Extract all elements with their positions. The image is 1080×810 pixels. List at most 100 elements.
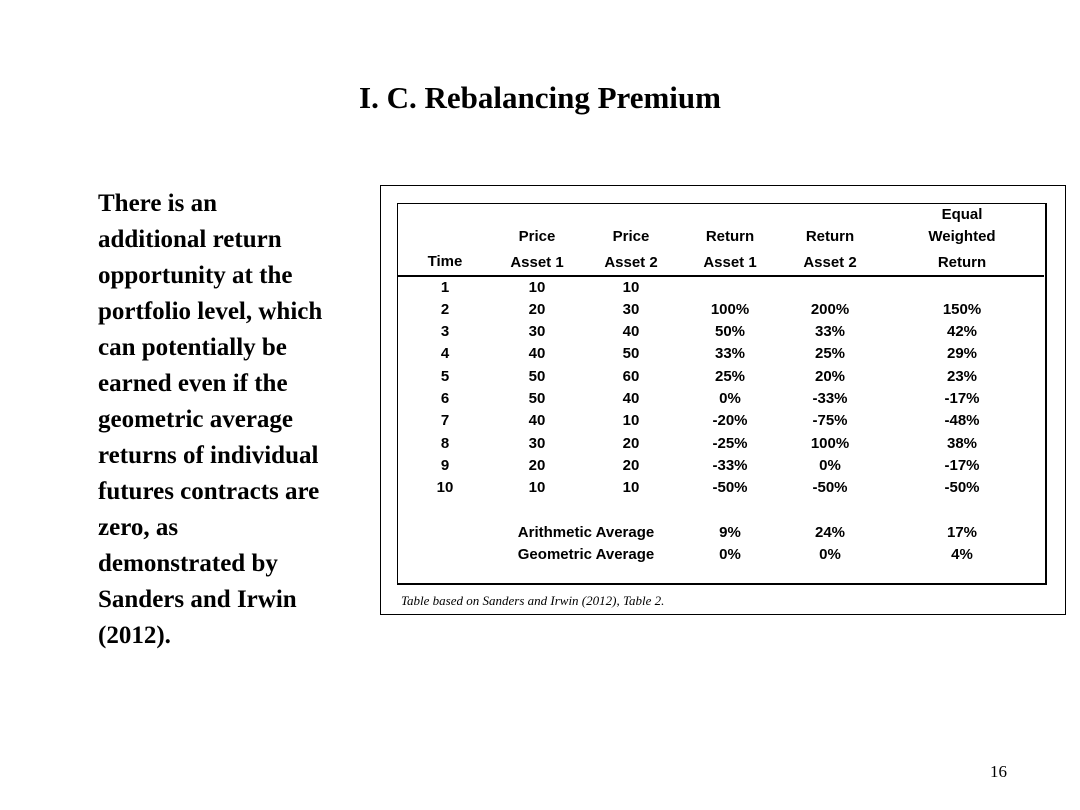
table-cell: 10 [436, 479, 454, 497]
table-caption: Table based on Sanders and Irwin (2012),… [401, 593, 665, 608]
body-line: zero, as [98, 514, 179, 541]
body-text: There is an additional return opportunit… [98, 186, 378, 654]
body-line: geometric average [98, 406, 294, 433]
table-cell [680, 276, 780, 299]
table-cell: 50% [714, 323, 746, 341]
table-cell: 42% [946, 323, 978, 341]
summary-label: Arithmetic Average [517, 523, 655, 541]
body-line: (2012). [98, 622, 171, 649]
table-cell: 20 [622, 456, 640, 474]
table-row: 8 30 20 -25% 100% 38% [398, 433, 1044, 455]
table-cell: 40 [528, 412, 546, 430]
column-header: Asset 2 [582, 248, 680, 277]
summary-value: 17% [946, 523, 978, 541]
table-cell: 40 [622, 323, 640, 341]
summary-row: Geometric Average 0% 0% 4% [398, 544, 1044, 566]
table-cell: 100% [810, 434, 850, 452]
header-row: Price Price Return Return Weighted [398, 226, 1044, 248]
body-line: portfolio level, which [98, 298, 323, 325]
table-cell: 10 [622, 278, 640, 296]
body-line: additional return [98, 226, 282, 253]
column-header [398, 226, 492, 248]
table-cell: 40 [528, 345, 546, 363]
table-header: Equal Price Price Return Return Weighted Time A… [398, 204, 1044, 277]
table-row: 3 30 40 50% 33% 42% [398, 321, 1044, 343]
column-header: Asset 1 [680, 248, 780, 277]
column-header: Weighted [928, 228, 996, 246]
table-cell: 0% [819, 456, 841, 474]
table-cell: 25% [814, 345, 846, 363]
column-header: Equal [941, 206, 983, 223]
summary-value: 9% [719, 523, 741, 541]
body-line: Sanders and Irwin [98, 586, 297, 613]
table-cell: 23% [946, 367, 978, 385]
table-cell: 150% [942, 300, 982, 318]
table-cell: 1 [440, 278, 450, 296]
table-cell: -17% [944, 390, 980, 408]
table-cell [780, 276, 880, 299]
table-cell: 20 [528, 300, 546, 318]
table-cell: 38% [946, 434, 978, 452]
slide-title: I. C. Rebalancing Premium [359, 80, 721, 115]
table-cell: 20% [814, 367, 846, 385]
body-line: futures contracts are [98, 478, 320, 505]
table-cell: 7 [440, 412, 450, 430]
summary-value: 24% [814, 523, 846, 541]
table-row: 4 40 50 33% 25% 29% [398, 343, 1044, 365]
column-header: Asset 2 [780, 248, 880, 277]
table-cell: 9 [440, 456, 450, 474]
table-cell: -50% [944, 479, 980, 497]
table-body: 1 10 10 2 20 30 100% 200% 150% 3 30 40 50% 33% 42% 4 40 5… [398, 276, 1044, 567]
table-cell: 10 [622, 412, 640, 430]
table-row: 9 20 20 -33% 0% -17% [398, 455, 1044, 477]
column-header [582, 204, 680, 226]
table-cell: -17% [944, 456, 980, 474]
table-cell: 33% [714, 345, 746, 363]
summary-value: 0% [819, 545, 841, 563]
table-cell: 2 [440, 300, 450, 318]
header-row: Time Asset 1 Asset 2 Asset 1 Asset 2 Return [398, 248, 1044, 277]
table-cell: 30 [528, 323, 546, 341]
summary-value: 4% [951, 545, 973, 563]
table-row: 10 10 10 -50% -50% -50% [398, 477, 1044, 499]
table-cell: 50 [528, 390, 546, 408]
column-header [780, 204, 880, 226]
table-cell: 4 [440, 345, 450, 363]
column-header [398, 204, 492, 226]
table-cell: 3 [440, 323, 450, 341]
summary-label: Geometric Average [517, 545, 655, 563]
table-cell: 25% [714, 367, 746, 385]
table-cell: 200% [810, 300, 850, 318]
table-cell [880, 276, 1044, 299]
table-border: Equal Price Price Return Return Weighted Time A… [397, 203, 1047, 585]
table-cell: 0% [719, 390, 741, 408]
table-row: 2 20 30 100% 200% 150% [398, 299, 1044, 321]
table-cell: 5 [440, 367, 450, 385]
table-cell: -33% [812, 390, 848, 408]
table-cell: 10 [528, 479, 546, 497]
table-cell: 50 [622, 345, 640, 363]
table-cell: -25% [712, 434, 748, 452]
column-header: Return [880, 248, 1044, 277]
table-cell: 30 [622, 300, 640, 318]
column-header: Price [612, 228, 650, 246]
table-row: 7 40 10 -20% -75% -48% [398, 410, 1044, 432]
table-cell: -20% [712, 412, 748, 430]
body-line: demonstrated by [98, 550, 278, 577]
table-cell: 10 [528, 278, 546, 296]
table-cell: 20 [528, 456, 546, 474]
column-header [492, 204, 582, 226]
returns-table: Equal Price Price Return Return Weighted Time A… [398, 204, 1044, 566]
column-header: Return [705, 228, 755, 246]
table-row: 1 10 10 [398, 276, 1044, 299]
summary-value: 0% [719, 545, 741, 563]
table-cell: 50 [528, 367, 546, 385]
body-line: earned even if the [98, 370, 288, 397]
table-cell: 8 [440, 434, 450, 452]
table-cell: -50% [812, 479, 848, 497]
body-line: can potentially be [98, 334, 287, 361]
summary-row: Arithmetic Average 9% 24% 17% [398, 522, 1044, 544]
body-line: returns of individual [98, 442, 319, 469]
column-header: Return [805, 228, 855, 246]
table-row: 6 50 40 0% -33% -17% [398, 388, 1044, 410]
